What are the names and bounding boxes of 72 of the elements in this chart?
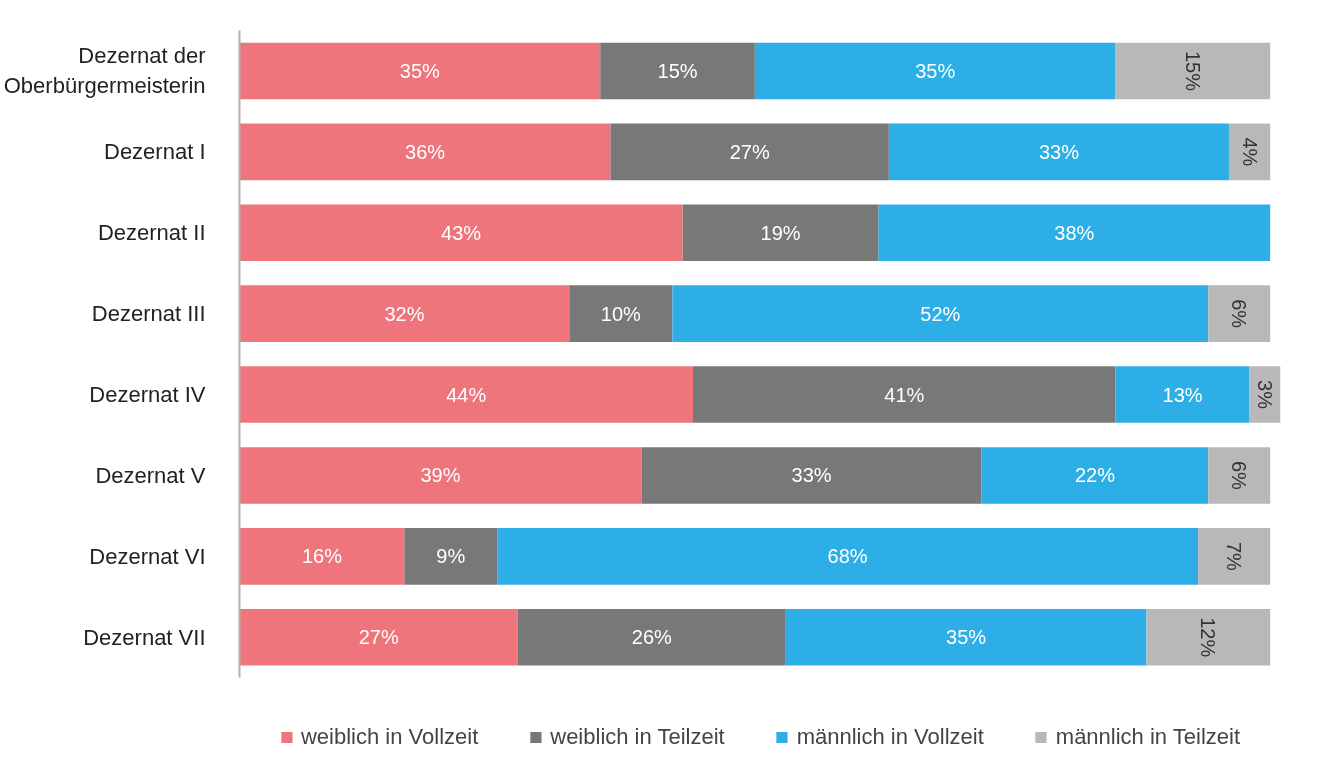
data-label: 35% bbox=[915, 59, 956, 82]
bar bbox=[610, 123, 889, 181]
bar bbox=[239, 608, 518, 666]
bar bbox=[1115, 42, 1271, 100]
y-tick-label: Dezernat VI bbox=[89, 543, 206, 569]
bar bbox=[1198, 528, 1271, 585]
data-label: 44% bbox=[446, 383, 487, 406]
bar bbox=[682, 204, 879, 262]
legend-label: männlich in Vollzeit bbox=[796, 724, 984, 750]
data-label: 12% bbox=[1197, 617, 1220, 658]
data-label: 36% bbox=[405, 140, 446, 163]
data-label: 3% bbox=[1254, 380, 1277, 410]
bar bbox=[888, 123, 1229, 181]
data-label: 52% bbox=[920, 302, 961, 325]
bar bbox=[754, 42, 1116, 100]
y-tick-label: Dezernat VII bbox=[83, 624, 206, 650]
data-label: 6% bbox=[1228, 460, 1251, 491]
data-label: 41% bbox=[884, 383, 925, 406]
data-label: 16% bbox=[301, 545, 343, 568]
data-label: 35% bbox=[946, 626, 987, 649]
bar bbox=[785, 608, 1147, 666]
data-label: 15% bbox=[1181, 50, 1204, 92]
y-tick-label: Dezernat IV bbox=[89, 382, 206, 408]
data-label: 26% bbox=[631, 626, 673, 649]
data-label: 10% bbox=[600, 302, 642, 325]
legend-label: männlich in Teilzeit bbox=[1055, 724, 1241, 750]
data-label: 15% bbox=[657, 59, 698, 82]
data-label: 32% bbox=[384, 302, 425, 325]
bar bbox=[981, 447, 1209, 504]
bar bbox=[1208, 447, 1271, 504]
data-label: 7% bbox=[1223, 541, 1246, 572]
y-tick-label: Dezernat V bbox=[95, 462, 206, 488]
data-label: 38% bbox=[1054, 221, 1095, 244]
bar bbox=[497, 528, 1199, 585]
bar bbox=[693, 366, 1116, 423]
data-label: 9% bbox=[436, 545, 466, 568]
bar bbox=[600, 42, 755, 100]
bar bbox=[239, 123, 611, 181]
bar bbox=[239, 42, 601, 100]
bar bbox=[672, 285, 1209, 342]
data-label: 6% bbox=[1228, 299, 1251, 329]
data-label: 27% bbox=[729, 140, 770, 163]
data-label: 4% bbox=[1238, 137, 1261, 167]
data-label: 27% bbox=[358, 626, 399, 649]
bar bbox=[1115, 366, 1250, 423]
bar bbox=[517, 608, 786, 666]
data-label: 33% bbox=[1038, 140, 1080, 163]
bar bbox=[239, 285, 570, 342]
y-tick-label: Dezernat I bbox=[104, 139, 206, 165]
bar bbox=[1208, 285, 1271, 342]
data-label: 43% bbox=[441, 221, 482, 244]
bar bbox=[878, 204, 1271, 262]
data-label: 22% bbox=[1074, 464, 1116, 487]
bar bbox=[239, 447, 642, 504]
data-label: 68% bbox=[827, 545, 868, 568]
data-label: 39% bbox=[420, 464, 461, 487]
bar bbox=[641, 447, 982, 504]
bar bbox=[404, 528, 498, 585]
y-tick-label: Dezernat II bbox=[97, 220, 206, 246]
bar bbox=[1146, 608, 1271, 666]
legend-label: weiblich in Teilzeit bbox=[550, 724, 725, 750]
bar bbox=[239, 528, 405, 585]
y-tick-label: Dezernat III bbox=[91, 301, 206, 327]
bar bbox=[239, 204, 683, 262]
bar bbox=[569, 285, 673, 342]
legend-label: weiblich in Vollzeit bbox=[300, 724, 479, 750]
data-label: 33% bbox=[791, 464, 832, 487]
y-tick-label: Dezernat der Oberbürgermeisterin bbox=[3, 43, 206, 99]
data-label: 35% bbox=[399, 59, 441, 82]
bar bbox=[239, 366, 693, 423]
data-label: 13% bbox=[1162, 383, 1203, 406]
data-label: 19% bbox=[760, 221, 801, 244]
